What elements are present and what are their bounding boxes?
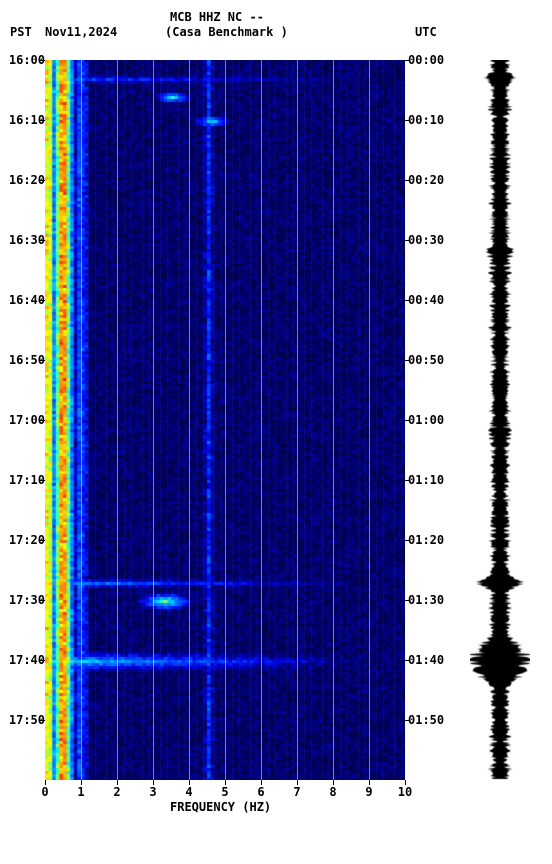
y-tickmark-right-1	[405, 120, 410, 121]
y-tickmark-left-11	[40, 720, 45, 721]
x-tickmark-10	[405, 780, 406, 785]
x-tickmark-1	[81, 780, 82, 785]
grid-line-v-7	[297, 60, 298, 780]
y-tickmark-right-11	[405, 720, 410, 721]
y-tick-left-11: 17:50	[0, 713, 45, 727]
y-tickmark-right-6	[405, 420, 410, 421]
y-tick-left-7: 17:10	[0, 473, 45, 487]
y-tickmark-right-10	[405, 660, 410, 661]
y-tickmark-right-9	[405, 600, 410, 601]
y-tick-left-10: 17:40	[0, 653, 45, 667]
y-tick-right-0: 00:00	[408, 53, 444, 67]
grid-line-v-6	[261, 60, 262, 780]
y-tick-left-6: 17:00	[0, 413, 45, 427]
x-tickmark-8	[333, 780, 334, 785]
y-tick-right-6: 01:00	[408, 413, 444, 427]
y-tickmark-left-5	[40, 360, 45, 361]
y-tickmark-right-0	[405, 60, 410, 61]
y-tick-right-9: 01:30	[408, 593, 444, 607]
x-tick-9: 9	[365, 785, 372, 799]
y-tick-right-3: 00:30	[408, 233, 444, 247]
y-tick-left-3: 16:30	[0, 233, 45, 247]
y-tick-right-2: 00:20	[408, 173, 444, 187]
station-name-label: (Casa Benchmark )	[165, 25, 288, 39]
y-tick-right-5: 00:50	[408, 353, 444, 367]
y-tickmark-right-5	[405, 360, 410, 361]
x-tick-1: 1	[77, 785, 84, 799]
grid-line-v-5	[225, 60, 226, 780]
x-tick-10: 10	[398, 785, 412, 799]
grid-line-v-8	[333, 60, 334, 780]
y-tick-left-0: 16:00	[0, 53, 45, 67]
x-tickmark-9	[369, 780, 370, 785]
y-tickmark-left-8	[40, 540, 45, 541]
y-tick-right-11: 01:50	[408, 713, 444, 727]
x-tick-5: 5	[221, 785, 228, 799]
grid-line-v-3	[153, 60, 154, 780]
x-tickmark-7	[297, 780, 298, 785]
x-tickmark-2	[117, 780, 118, 785]
y-tick-left-2: 16:20	[0, 173, 45, 187]
y-tickmark-left-9	[40, 600, 45, 601]
date-label: Nov11,2024	[45, 25, 117, 39]
y-tickmark-right-8	[405, 540, 410, 541]
x-tick-3: 3	[149, 785, 156, 799]
y-tickmark-right-4	[405, 300, 410, 301]
x-tick-8: 8	[329, 785, 336, 799]
grid-line-v-1	[81, 60, 82, 780]
x-tick-0: 0	[41, 785, 48, 799]
x-tick-4: 4	[185, 785, 192, 799]
x-tick-7: 7	[293, 785, 300, 799]
y-tick-left-9: 17:30	[0, 593, 45, 607]
y-tickmark-left-7	[40, 480, 45, 481]
x-tickmark-5	[225, 780, 226, 785]
y-tick-left-5: 16:50	[0, 353, 45, 367]
x-tick-6: 6	[257, 785, 264, 799]
y-tickmark-left-3	[40, 240, 45, 241]
y-tick-left-1: 16:10	[0, 113, 45, 127]
grid-line-v-4	[189, 60, 190, 780]
y-tickmark-left-6	[40, 420, 45, 421]
grid-line-v-2	[117, 60, 118, 780]
waveform-canvas	[470, 60, 530, 780]
channel-label: MCB HHZ NC --	[170, 10, 264, 24]
y-tickmark-right-7	[405, 480, 410, 481]
tz-left-label: PST	[10, 25, 32, 39]
spectrogram-area	[45, 60, 405, 780]
x-tickmark-6	[261, 780, 262, 785]
y-tick-left-8: 17:20	[0, 533, 45, 547]
y-tickmark-left-0	[40, 60, 45, 61]
y-tickmark-right-2	[405, 180, 410, 181]
y-tickmark-left-4	[40, 300, 45, 301]
y-tickmark-right-3	[405, 240, 410, 241]
y-tickmark-left-10	[40, 660, 45, 661]
tz-right-label: UTC	[415, 25, 437, 39]
x-tickmark-0	[45, 780, 46, 785]
y-tickmark-left-1	[40, 120, 45, 121]
y-tick-right-1: 00:10	[408, 113, 444, 127]
y-tick-right-4: 00:40	[408, 293, 444, 307]
y-tickmark-left-2	[40, 180, 45, 181]
y-tick-right-8: 01:20	[408, 533, 444, 547]
x-axis-label: FREQUENCY (HZ)	[170, 800, 271, 814]
y-tick-right-7: 01:10	[408, 473, 444, 487]
x-tick-2: 2	[113, 785, 120, 799]
x-tickmark-3	[153, 780, 154, 785]
y-tick-right-10: 01:40	[408, 653, 444, 667]
grid-line-v-9	[369, 60, 370, 780]
y-tick-left-4: 16:40	[0, 293, 45, 307]
x-tickmark-4	[189, 780, 190, 785]
